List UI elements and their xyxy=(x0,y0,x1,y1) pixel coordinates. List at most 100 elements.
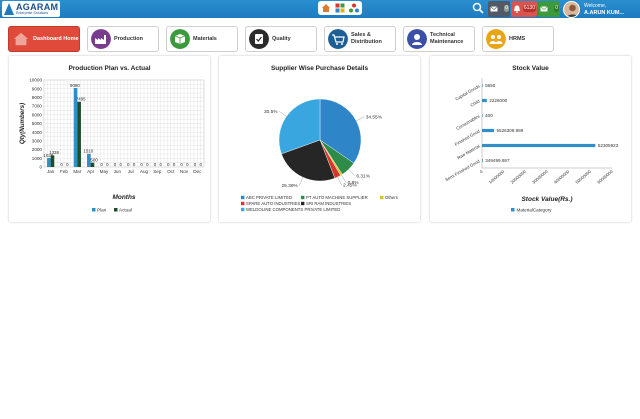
data-label: 5526309.999 xyxy=(496,128,523,133)
tile-production[interactable]: Production xyxy=(87,26,159,52)
tile-technical-maintenance[interactable]: Technical Maintenance xyxy=(403,26,475,52)
search-icon[interactable] xyxy=(472,2,484,14)
pie-slice xyxy=(278,98,321,155)
sitemap-icon[interactable] xyxy=(349,3,359,13)
welcome-label: Welcome, xyxy=(584,3,607,9)
bar-plan xyxy=(87,153,91,167)
user-menu[interactable]: Welcome, A.ARUN KUM... xyxy=(563,1,640,18)
bar xyxy=(482,158,483,163)
avatar xyxy=(563,1,580,18)
data-label: 0 xyxy=(114,162,117,167)
data-label: 0 xyxy=(194,162,197,167)
legend-label: Actual xyxy=(119,208,132,213)
tile-hrms[interactable]: HRMS xyxy=(482,26,554,52)
data-label: 0 xyxy=(120,162,123,167)
legend-label: SRI RAM INDUSTRIES xyxy=(306,201,351,206)
tile-dashboard-home[interactable]: Dashboard Home xyxy=(8,26,80,52)
label-leader-line xyxy=(356,116,365,122)
label-leader-line xyxy=(341,174,347,183)
legend-swatch xyxy=(92,208,96,212)
tile-quality[interactable]: Quality xyxy=(245,26,317,52)
data-label: 1028 xyxy=(43,153,53,158)
legend-label: Plan xyxy=(97,208,107,213)
messages-button[interactable]: 0 xyxy=(488,1,510,17)
legend-swatch xyxy=(380,195,384,200)
legend-swatch xyxy=(241,195,245,200)
data-label: 400 xyxy=(485,113,493,118)
x-tick-label: 60000000 xyxy=(596,169,614,185)
data-label: 0 xyxy=(100,162,103,167)
people-icon xyxy=(486,29,506,49)
x-tick-label: Jul xyxy=(128,169,134,174)
tasks-button[interactable]: 0 xyxy=(538,1,560,17)
tile-label: Sales & Distribution xyxy=(351,32,382,45)
bar-plan xyxy=(73,88,78,167)
tile-materials[interactable]: Materials xyxy=(166,26,238,52)
x-tick-label: 20000000 xyxy=(509,169,527,185)
x-tick-label: Mar xyxy=(73,169,81,174)
grid-icon[interactable] xyxy=(335,3,345,13)
logo-text: AGARAM xyxy=(16,2,59,12)
bar xyxy=(482,98,487,103)
y-tick-label: 3000 xyxy=(32,139,43,144)
tile-label: Technical Maintenance xyxy=(430,32,464,45)
production-chart-card: Production Plan vs. Actual 0 1000 2000 3000… xyxy=(9,56,210,222)
y-tick-label: 1000 xyxy=(32,156,43,161)
slice-label: 6.31% xyxy=(356,173,370,179)
alerts-count: 6130 xyxy=(522,5,536,12)
legend-swatch xyxy=(301,195,305,200)
envelope-icon xyxy=(490,6,498,12)
chart-title: Production Plan vs. Actual xyxy=(68,65,151,72)
supplier-pie-chart: 34.55% 6.31%0.8%2.45% 25.39% 30.5% ABC PRIVA… xyxy=(241,98,398,212)
company-logo[interactable]: AGARAM Enterprise Solutions xyxy=(2,1,60,17)
alerts-button[interactable]: 6130 xyxy=(511,1,537,17)
label-leader-line xyxy=(348,169,356,176)
data-label: 0 xyxy=(60,162,63,167)
data-label: 0 xyxy=(133,162,136,167)
x-tick-label: Aug xyxy=(140,169,149,174)
legend-label: ABC PRIVATE LIMITED xyxy=(246,195,292,200)
bar-actual xyxy=(90,162,95,167)
data-label: 500 xyxy=(90,157,98,162)
tile-label: Production xyxy=(114,35,144,42)
home-icon[interactable] xyxy=(321,3,331,13)
y-tick-label: 7000 xyxy=(32,104,43,109)
y-tick-label: 0 xyxy=(39,165,42,170)
quick-nav-icons xyxy=(318,1,362,15)
y-tick-label: 4000 xyxy=(32,130,43,135)
data-label: 0 xyxy=(106,162,109,167)
bar-actual xyxy=(77,101,81,167)
data-label: 0 xyxy=(200,162,203,167)
data-label: 7495 xyxy=(76,97,86,102)
x-axis-label: Months xyxy=(112,194,135,201)
user-photo-icon xyxy=(566,4,579,17)
x-tick-label: 30000000 xyxy=(531,169,549,185)
category-label: Child xyxy=(470,98,482,108)
home-icon xyxy=(13,32,29,46)
y-tick-label: 9000 xyxy=(32,86,43,91)
data-label: 0 xyxy=(154,162,157,167)
data-label: 2226000 xyxy=(489,98,507,103)
x-tick-label: 40000000 xyxy=(553,169,571,185)
tile-sales-distribution[interactable]: Sales & Distribution xyxy=(324,26,396,52)
data-label: 0 xyxy=(160,162,163,167)
y-axis-label: Qty(Numbers) xyxy=(19,103,26,144)
tile-label: Materials xyxy=(193,35,217,42)
x-tick-label: 0 xyxy=(479,169,485,175)
data-label: 5650 xyxy=(485,83,496,88)
x-tick-label: Feb xyxy=(60,169,68,174)
legend-label: PT AUTO MACHINE SUPPLIER xyxy=(306,195,368,200)
data-label: 52305923 xyxy=(598,143,619,148)
bar xyxy=(482,143,596,148)
pie-slice xyxy=(281,139,336,182)
pie-slice xyxy=(319,98,362,164)
tasks-count: 0 xyxy=(554,5,559,12)
x-tick-label: Apr xyxy=(87,169,95,174)
data-label: 349499.997 xyxy=(485,158,510,163)
legend-label: SPARE AUTO INDUSTRIES xyxy=(246,201,300,206)
x-tick-label: Sep xyxy=(153,169,162,174)
maintenance-icon xyxy=(407,29,427,49)
legend-swatch xyxy=(301,201,305,206)
y-tick-label: 2000 xyxy=(32,147,43,152)
